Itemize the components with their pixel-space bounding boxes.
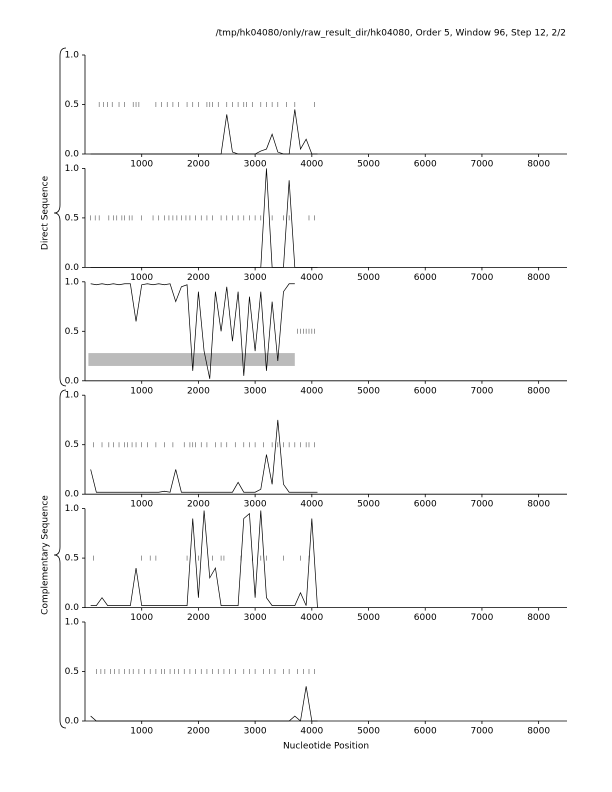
y-tick-label: 0.5 — [65, 327, 79, 337]
coding-potential-line — [90, 419, 318, 493]
y-tick-label: 1.0 — [65, 391, 80, 401]
x-tick-label: 1000 — [130, 727, 153, 737]
y-tick-label: 1.0 — [65, 504, 80, 514]
x-tick-label: 7000 — [470, 727, 493, 737]
group-label: Direct Sequence — [41, 175, 51, 250]
x-tick-label: 8000 — [527, 500, 550, 510]
x-tick-label: 1000 — [130, 160, 153, 170]
y-tick-label: 1.0 — [65, 164, 80, 174]
x-tick-label: 5000 — [357, 386, 380, 396]
group-label: Complementary Sequence — [41, 495, 51, 615]
x-tick-label: 7000 — [470, 160, 493, 170]
x-tick-label: 1000 — [130, 500, 153, 510]
x-tick-label: 7000 — [470, 386, 493, 396]
x-tick-label: 2000 — [187, 386, 210, 396]
x-tick-label: 8000 — [527, 613, 550, 623]
x-tick-label: 6000 — [414, 613, 437, 623]
x-tick-label: 7000 — [470, 500, 493, 510]
x-tick-label: 1000 — [130, 613, 153, 623]
x-tick-label: 1000 — [130, 386, 153, 396]
group-brace — [53, 389, 67, 729]
x-tick-label: 6000 — [414, 500, 437, 510]
group-brace — [53, 47, 67, 387]
y-tick-label: 0.5 — [65, 554, 79, 564]
x-tick-label: 8000 — [527, 273, 550, 283]
x-tick-label: 2000 — [187, 613, 210, 623]
y-tick-label: 1.0 — [65, 277, 80, 287]
x-tick-label: 6000 — [414, 160, 437, 170]
x-tick-label: 1000 — [130, 273, 153, 283]
x-tick-label: 8000 — [527, 727, 550, 737]
x-tick-label: 5000 — [357, 613, 380, 623]
x-tick-label: 3000 — [244, 500, 267, 510]
x-tick-label: 3000 — [244, 160, 267, 170]
y-tick-label: 0.5 — [65, 667, 79, 677]
x-tick-label: 2000 — [187, 500, 210, 510]
coding-potential-line — [90, 510, 318, 608]
x-tick-label: 7000 — [470, 273, 493, 283]
x-tick-label: 2000 — [187, 273, 210, 283]
y-tick-label: 0.0 — [65, 150, 80, 160]
x-tick-label: 4000 — [300, 613, 323, 623]
x-tick-label: 5000 — [357, 273, 380, 283]
x-tick-label: 2000 — [187, 160, 210, 170]
y-tick-label: 0.0 — [65, 490, 80, 500]
x-tick-label: 3000 — [244, 613, 267, 623]
x-tick-label: 3000 — [244, 386, 267, 396]
y-tick-label: 0.5 — [65, 213, 79, 223]
x-tick-label: 5000 — [357, 727, 380, 737]
x-tick-label: 8000 — [527, 160, 550, 170]
coding-potential-line — [90, 686, 318, 722]
x-tick-label: 4000 — [300, 500, 323, 510]
x-tick-label: 8000 — [527, 386, 550, 396]
y-tick-label: 0.0 — [65, 717, 80, 727]
x-tick-label: 4000 — [300, 727, 323, 737]
coding-potential-line — [90, 168, 318, 268]
x-axis-label: Nucleotide Position — [283, 742, 369, 752]
y-tick-label: 0.5 — [65, 100, 79, 110]
x-tick-label: 4000 — [300, 273, 323, 283]
coding-potential-line — [90, 109, 318, 155]
x-tick-label: 2000 — [187, 727, 210, 737]
y-tick-label: 1.0 — [65, 51, 80, 61]
y-tick-label: 0.0 — [65, 263, 80, 273]
x-tick-label: 5000 — [357, 160, 380, 170]
x-tick-label: 6000 — [414, 386, 437, 396]
x-tick-label: 4000 — [300, 386, 323, 396]
y-tick-label: 0.5 — [65, 440, 79, 450]
x-tick-label: 7000 — [470, 613, 493, 623]
x-tick-label: 5000 — [357, 500, 380, 510]
x-tick-label: 4000 — [300, 160, 323, 170]
x-tick-label: 3000 — [244, 273, 267, 283]
coding-potential-line — [90, 283, 295, 379]
x-tick-label: 6000 — [414, 727, 437, 737]
x-tick-label: 6000 — [414, 273, 437, 283]
y-tick-label: 0.0 — [65, 603, 80, 613]
page-title: /tmp/hk04080/only/raw_result_dir/hk04080… — [216, 29, 566, 39]
x-tick-label: 3000 — [244, 727, 267, 737]
y-tick-label: 0.0 — [65, 376, 80, 386]
y-tick-label: 1.0 — [65, 618, 80, 628]
